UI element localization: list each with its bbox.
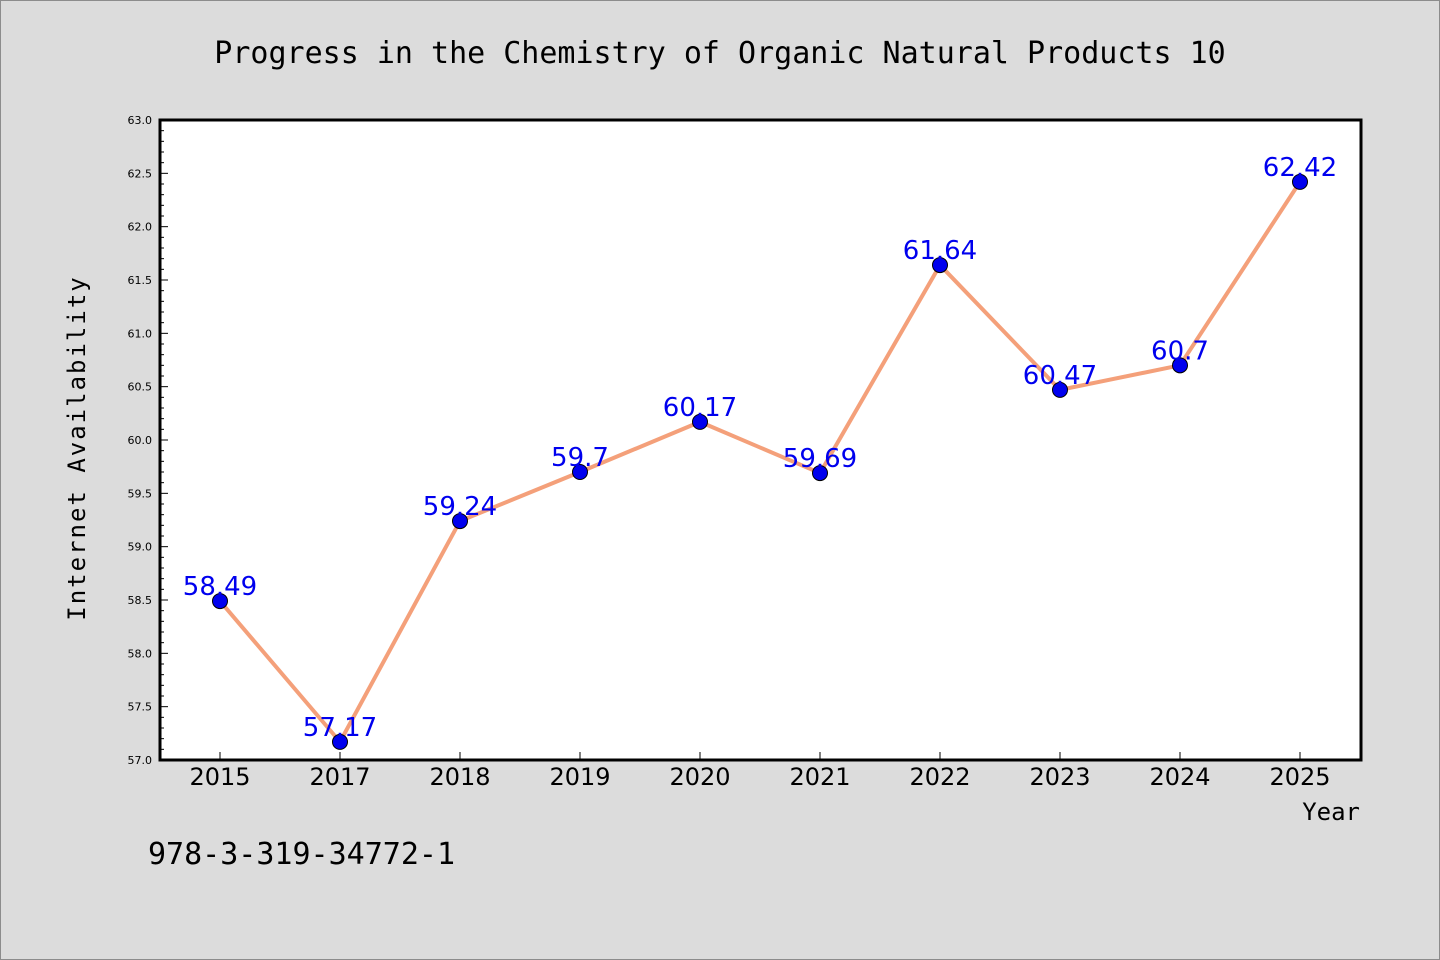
footer-code: 978-3-319-34772-1	[148, 837, 455, 872]
x-tick-label: 2019	[549, 763, 610, 791]
data-label: 57.17	[303, 713, 377, 743]
x-tick-label: 2015	[189, 763, 250, 791]
y-tick-label: 59.5	[128, 487, 153, 500]
y-tick-label: 57.5	[128, 701, 153, 714]
x-tick-label: 2022	[909, 763, 970, 791]
data-point	[1052, 381, 1068, 398]
x-axis: 2015 2017 2018 2019 2020 2021 2022 2023 2024 2025	[189, 752, 1331, 791]
y-tick-label: 58.5	[128, 594, 153, 607]
data-point	[572, 464, 588, 480]
x-tick-label: 2018	[429, 763, 490, 791]
data-label: 60.7	[1151, 336, 1209, 366]
y-axis-label: Internet Availability	[63, 275, 91, 620]
x-tick-label: 2023	[1029, 763, 1090, 791]
data-label: 59.69	[783, 444, 857, 474]
x-tick-label: 2021	[789, 763, 850, 791]
data-label: 58.49	[183, 572, 257, 602]
y-tick-label: 59.0	[128, 541, 153, 554]
y-tick-label: 62.0	[128, 221, 153, 234]
data-point	[932, 257, 948, 274]
y-tick-label: 63.0	[128, 114, 153, 127]
y-tick-label: 62.5	[128, 167, 153, 180]
series-line	[218, 179, 1302, 744]
y-tick-label: 61.5	[128, 274, 153, 287]
series-internet-availability	[212, 173, 1308, 750]
data-point	[332, 733, 348, 750]
x-tick-label: 2020	[669, 763, 730, 791]
chart-title: Progress in the Chemistry of Organic Nat…	[214, 36, 1225, 71]
data-label: 61.64	[903, 236, 977, 266]
data-label: 59.7	[551, 443, 609, 473]
data-point	[1292, 173, 1308, 190]
data-point	[812, 465, 828, 482]
plot-area	[158, 118, 1363, 762]
y-tick-label: 58.0	[128, 647, 153, 660]
data-label: 62.42	[1263, 153, 1337, 183]
data-label: 60.17	[663, 393, 737, 423]
x-axis-label: Year	[1302, 798, 1360, 826]
y-tick-label: 60.0	[128, 434, 153, 447]
y-axis: 57.0 57.5 58.0 58.5 59.0 59.5 60.0 60.5 61.0 61.5…	[128, 114, 168, 767]
data-point	[212, 593, 228, 610]
data-point	[692, 413, 708, 430]
y-tick-label: 61.0	[128, 327, 153, 340]
y-tick-label: 57.0	[128, 754, 153, 767]
data-labels: 58.49 57.17 59.24 59.7 60.17 59.69 61.64 60.47 6…	[183, 153, 1337, 743]
x-tick-label: 2025	[1269, 763, 1330, 791]
data-label: 60.47	[1023, 361, 1097, 391]
x-tick-label: 2024	[1149, 763, 1210, 791]
data-point	[1172, 357, 1188, 374]
y-tick-label: 60.5	[128, 381, 153, 394]
data-point	[452, 513, 468, 530]
x-tick-label: 2017	[309, 763, 370, 791]
data-label: 59.24	[423, 492, 497, 522]
